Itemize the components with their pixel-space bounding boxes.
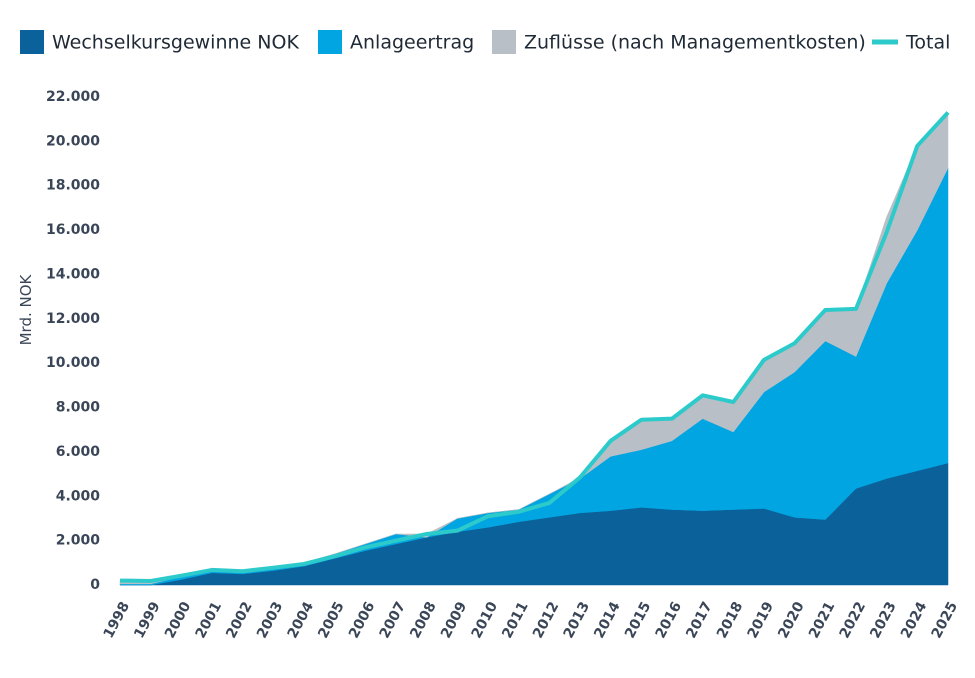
x-tick-label: 1999 — [131, 599, 163, 641]
legend-swatch — [492, 30, 516, 54]
x-tick-label: 2023 — [867, 599, 899, 641]
y-tick-label: 0 — [90, 577, 100, 593]
area — [119, 111, 949, 585]
legend-label: Zuflüsse (nach Managementkosten) — [524, 32, 866, 54]
y-tick-label: 2.000 — [56, 533, 101, 549]
y-tick-label: 18.000 — [46, 178, 100, 194]
x-tick-label: 2004 — [285, 599, 318, 641]
x-tick-label: 2001 — [193, 599, 225, 641]
x-tick-label: 2017 — [683, 599, 715, 641]
y-tick-label: 20.000 — [46, 133, 100, 149]
total-line — [119, 111, 950, 584]
y-tick-label: 22.000 — [46, 89, 100, 105]
legend-label: Wechselkursgewinne NOK — [52, 32, 299, 54]
y-tick-label: 6.000 — [56, 444, 101, 460]
y-tick-label: 14.000 — [46, 266, 100, 282]
x-tick-label: 2020 — [775, 599, 808, 641]
x-tick-label: 2002 — [223, 599, 255, 641]
x-tick-label: 2000 — [162, 599, 195, 641]
legend-swatch — [318, 30, 342, 54]
x-tick-label: 2005 — [315, 599, 347, 641]
y-tick-label: 10.000 — [46, 355, 100, 371]
x-tick-label: 2014 — [591, 599, 624, 641]
legend-label: Total — [905, 32, 950, 54]
x-tick-label: 2009 — [438, 599, 470, 641]
x-tick-label: 2024 — [898, 599, 931, 641]
x-tick-label: 2008 — [407, 599, 439, 641]
legend-swatch — [20, 30, 44, 54]
x-tick-label: 2011 — [499, 599, 531, 641]
y-tick-label: 4.000 — [56, 488, 101, 504]
x-tick-label: 2021 — [806, 599, 838, 641]
x-tick-label: 2012 — [530, 599, 562, 641]
x-tick-label: 1998 — [101, 599, 133, 641]
x-tick-label: 2022 — [837, 599, 869, 641]
legend-label: Anlageertrag — [350, 32, 474, 54]
x-tick-label: 2013 — [561, 599, 593, 641]
x-tick-label: 2006 — [346, 599, 378, 641]
x-tick-label: 2007 — [377, 599, 409, 641]
x-tick-label: 2016 — [653, 599, 685, 641]
x-tick-label: 2015 — [622, 599, 654, 641]
y-tick-label: 8.000 — [56, 400, 101, 416]
y-tick-label: 12.000 — [46, 311, 100, 327]
x-tick-label: 2003 — [254, 599, 286, 641]
x-tick-label: 2018 — [714, 599, 746, 641]
x-tick-label: 2019 — [745, 599, 777, 641]
x-tick-label: 2025 — [929, 599, 961, 641]
y-axis-label: Mrd. NOK — [17, 273, 35, 345]
x-tick-label: 2010 — [469, 599, 502, 641]
y-tick-label: 16.000 — [46, 222, 100, 238]
